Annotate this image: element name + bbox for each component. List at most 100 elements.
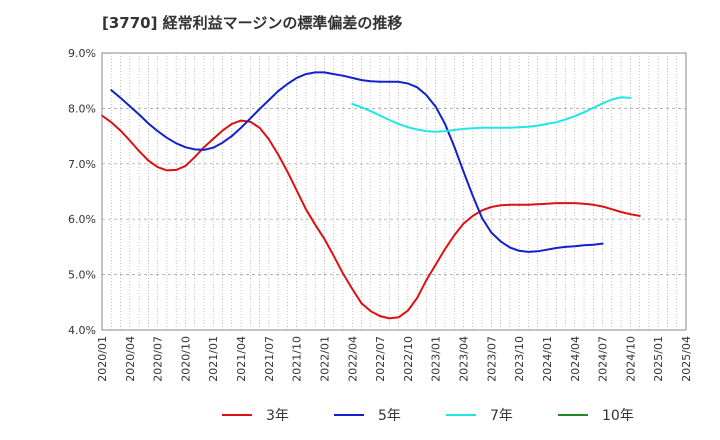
data-point [583, 244, 585, 246]
data-point [286, 170, 289, 173]
data-point [203, 146, 205, 148]
data-point [518, 204, 520, 206]
data-point [509, 204, 511, 206]
data-point [110, 89, 113, 91]
data-point [258, 127, 261, 129]
data-point [407, 309, 409, 312]
data-point [434, 130, 437, 133]
data-point [332, 73, 335, 75]
data-point [212, 138, 214, 140]
data-point [138, 113, 140, 116]
data-point [472, 215, 474, 217]
data-point [592, 243, 595, 246]
series-line-2 [110, 71, 604, 253]
data-point [536, 124, 539, 127]
data-point [425, 130, 428, 132]
data-point [527, 204, 530, 206]
series-layer [101, 71, 641, 320]
data-point [249, 117, 252, 120]
data-point [203, 149, 205, 151]
data-point [499, 127, 502, 129]
data-point [397, 81, 400, 83]
data-point [156, 166, 159, 168]
data-point [407, 82, 409, 85]
data-point [499, 240, 502, 243]
data-point [462, 170, 465, 173]
legend-label: 10年 [602, 408, 634, 424]
data-point [546, 123, 548, 125]
data-point [564, 202, 567, 204]
data-point [434, 105, 437, 108]
data-point [555, 247, 557, 249]
data-point [397, 123, 400, 125]
data-point [555, 202, 557, 204]
data-point [611, 98, 613, 101]
data-point [629, 97, 632, 99]
data-point [453, 129, 456, 131]
data-point [221, 129, 224, 132]
x-tick-label: 2021/01 [207, 336, 220, 382]
data-point [221, 141, 224, 144]
data-point [388, 317, 391, 320]
data-point [138, 150, 140, 152]
data-point [620, 96, 622, 99]
x-tick-label: 2022/04 [346, 336, 359, 382]
data-point [388, 81, 391, 83]
x-tick-label: 2023/01 [430, 336, 443, 382]
y-tick-label: 5.0% [68, 269, 96, 282]
data-point [574, 245, 576, 248]
data-point [268, 99, 270, 101]
data-point [119, 129, 122, 132]
data-point [453, 145, 456, 148]
data-point [240, 127, 242, 129]
legend-label: 3年 [266, 408, 289, 424]
data-point [509, 246, 511, 249]
legend-item-1: 3年 [222, 408, 289, 424]
data-point [611, 208, 613, 210]
data-point [379, 315, 381, 317]
data-point [351, 103, 354, 105]
x-tick-label: 2025/01 [652, 336, 665, 382]
data-point [277, 153, 279, 156]
x-tick-label: 2023/10 [513, 336, 526, 382]
data-point [184, 165, 187, 167]
x-tick-label: 2024/01 [541, 336, 554, 382]
data-point [583, 202, 585, 205]
data-point [518, 250, 520, 252]
data-point [564, 118, 567, 121]
data-point [388, 119, 391, 121]
data-point [370, 110, 372, 112]
legend-item-2: 5年 [334, 408, 401, 424]
data-point [286, 83, 289, 85]
y-axis-ticks: 4.0% 5.0% 6.0% 7.0% 8.0% 9.0% [68, 47, 96, 337]
data-point [490, 127, 493, 129]
x-tick-label: 2021/07 [263, 336, 276, 382]
x-tick-label: 2021/04 [235, 336, 248, 382]
data-point [295, 77, 298, 79]
y-tick-label: 6.0% [68, 213, 96, 226]
data-point [212, 146, 214, 149]
y-tick-label: 8.0% [68, 102, 96, 115]
x-tick-label: 2020/10 [179, 336, 192, 382]
data-point [601, 242, 604, 245]
data-point [620, 211, 622, 213]
data-point [601, 102, 604, 105]
data-point [546, 202, 548, 205]
data-point [249, 120, 252, 123]
data-point [379, 81, 381, 83]
series-line-3 [351, 96, 632, 133]
data-point [295, 189, 298, 192]
data-point [564, 246, 567, 248]
data-point [462, 128, 465, 130]
data-point [444, 130, 446, 132]
data-point [574, 115, 576, 117]
data-point [397, 316, 400, 319]
data-point [472, 127, 474, 130]
x-tick-label: 2020/04 [124, 336, 137, 382]
data-point [268, 138, 270, 141]
data-point [481, 127, 483, 129]
x-tick-label: 2023/04 [458, 336, 471, 382]
x-tick-label: 2022/10 [402, 336, 415, 382]
x-tick-label: 2024/07 [597, 336, 610, 382]
data-point [332, 255, 335, 257]
